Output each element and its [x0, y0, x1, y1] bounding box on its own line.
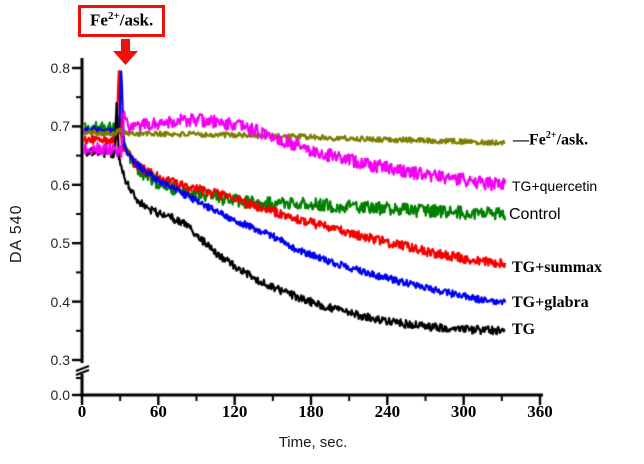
y-tick-label: 0.6	[50, 176, 70, 193]
x-tick-label: 60	[149, 402, 167, 421]
x-tick-label: 180	[298, 402, 324, 421]
y-tick-label: 0.4	[50, 293, 70, 310]
x-axis-title: Time, sec.	[278, 434, 348, 451]
legend-label-tg: TG	[512, 321, 536, 338]
y-tick-label: 0.3	[50, 352, 70, 368]
x-tick-label: 120	[221, 402, 248, 421]
fe-annotation-box: Fe2+/ask.	[78, 5, 166, 37]
fe-annotation-text: Fe	[90, 10, 108, 30]
y-tick-label: 0.8	[50, 60, 70, 76]
legend-label-tg-summax: TG+summax	[512, 259, 603, 276]
down-arrow-icon	[113, 39, 138, 65]
x-tick-label: 360	[527, 402, 553, 421]
legend-label-tg-quercetin: TG+quercetin	[512, 178, 598, 194]
y-tick-label: 0.5	[50, 235, 70, 252]
legend-label-fe-ask: —Fe2+/ask.	[513, 130, 589, 149]
x-tick-label: 240	[374, 402, 401, 421]
legend-label-tg-glabra: TG+glabra	[512, 294, 589, 311]
x-tick-label: 300	[450, 402, 477, 421]
y-tick-label: 0.0	[50, 387, 70, 403]
x-tick-label: 0	[77, 402, 87, 421]
legend-label-control: Control	[509, 206, 561, 223]
y-tick-label: 0.7	[50, 118, 70, 135]
y-axis-title: DA 540	[8, 204, 25, 263]
